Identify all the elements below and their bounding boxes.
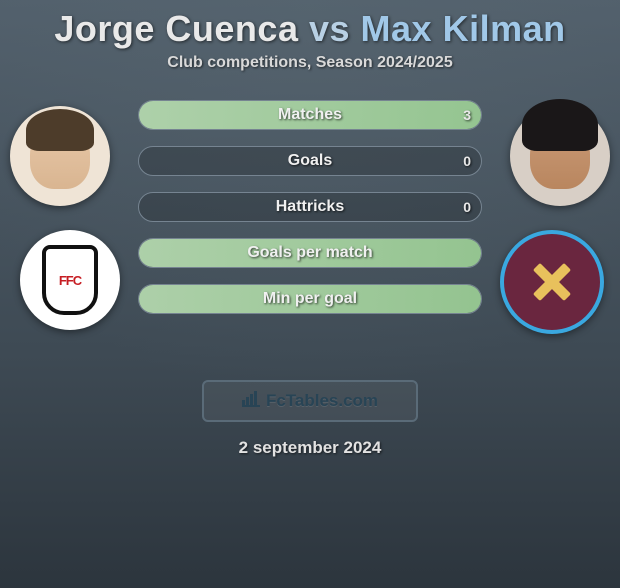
bar-chart-icon — [242, 391, 260, 412]
stat-label: Goals per match — [247, 244, 372, 262]
player1-name: Jorge Cuenca — [54, 8, 298, 49]
stat-value-right: 0 — [463, 199, 471, 215]
stat-bar: Min per goal — [138, 284, 482, 314]
player1-avatar — [10, 106, 110, 206]
stat-bar: Hattricks 0 — [138, 192, 482, 222]
subtitle: Club competitions, Season 2024/2025 — [0, 54, 620, 72]
fulham-crest-icon: FFC — [42, 245, 98, 315]
stat-value-right: 3 — [463, 107, 471, 123]
westham-crest-icon — [528, 258, 576, 306]
player2-club-crest — [500, 230, 604, 334]
comparison-stage: FFC Matches 3 Goals 0 Hattricks 0 Goals per ma… — [0, 100, 620, 380]
stat-label: Min per goal — [263, 290, 357, 308]
vs-text: vs — [309, 8, 350, 49]
player2-face-icon — [530, 123, 590, 189]
stat-bars: Matches 3 Goals 0 Hattricks 0 Goals per match M… — [138, 100, 482, 330]
stat-label: Goals — [288, 152, 332, 170]
date-text: 2 september 2024 — [0, 438, 620, 458]
stat-bar: Goals per match — [138, 238, 482, 268]
source-text: FcTables.com — [266, 391, 378, 411]
player1-face-icon — [30, 123, 90, 189]
source-badge: FcTables.com — [202, 380, 418, 422]
stat-label: Hattricks — [276, 198, 344, 216]
player2-name: Max Kilman — [361, 8, 566, 49]
player1-club-crest: FFC — [20, 230, 120, 330]
stat-bar: Goals 0 — [138, 146, 482, 176]
stat-bar: Matches 3 — [138, 100, 482, 130]
comparison-title: Jorge Cuenca vs Max Kilman — [0, 8, 620, 50]
stat-label: Matches — [278, 106, 342, 124]
player2-avatar — [510, 106, 610, 206]
stat-value-right: 0 — [463, 153, 471, 169]
